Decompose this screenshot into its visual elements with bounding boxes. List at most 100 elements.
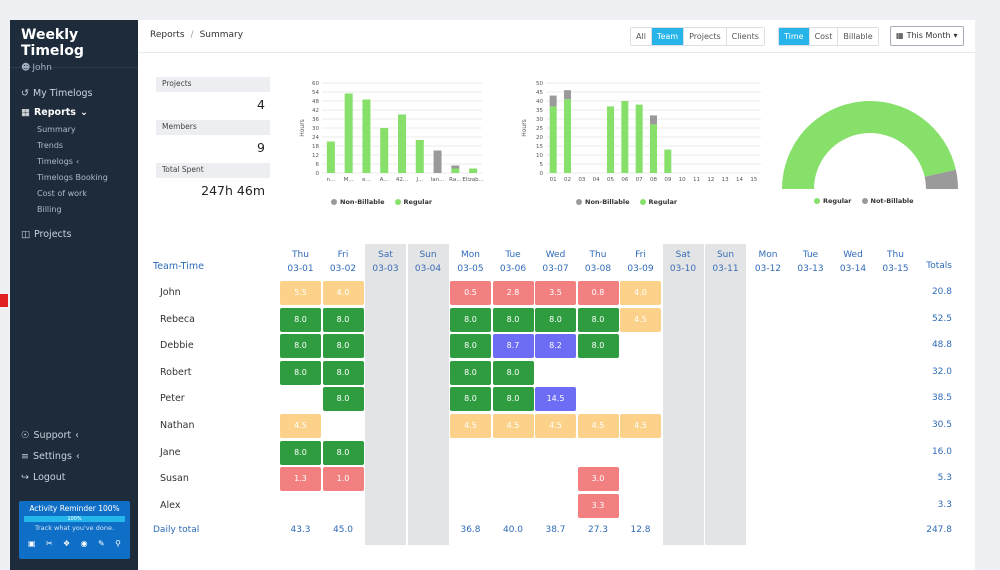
legend-regular[interactable]: Regular bbox=[394, 198, 433, 206]
nav-sub-cost-of-work[interactable]: Cost of work bbox=[10, 186, 138, 202]
day-date: 03-01 bbox=[287, 264, 314, 274]
time-cell[interactable]: 8.2 bbox=[535, 334, 576, 359]
time-cell[interactable]: 8.0 bbox=[450, 307, 491, 332]
scope-projects-button[interactable]: Projects bbox=[684, 28, 727, 45]
nav-sub-trends[interactable]: Trends bbox=[10, 138, 138, 154]
time-cell[interactable]: 4.5 bbox=[280, 414, 321, 438]
time-cell[interactable]: 0.8 bbox=[577, 281, 619, 305]
time-cell[interactable]: 14.5 bbox=[535, 387, 576, 412]
time-cell[interactable]: 8.0 bbox=[280, 307, 321, 332]
nav-item-support[interactable]: ☉ Support ‹ bbox=[10, 425, 138, 446]
tag-icon[interactable]: ❖ bbox=[63, 539, 71, 548]
legend-regular[interactable]: Regular bbox=[814, 197, 852, 205]
time-cell[interactable]: 4.5 bbox=[577, 414, 619, 438]
monitor-icon[interactable]: ▣ bbox=[28, 539, 36, 548]
time-cell[interactable]: 1.0 bbox=[322, 467, 364, 492]
time-cell[interactable]: 8.0 bbox=[322, 440, 364, 465]
time-cell[interactable]: 3.0 bbox=[577, 467, 619, 492]
x-tick-label: M... bbox=[344, 177, 354, 183]
y-tick-label: 50 bbox=[536, 81, 543, 87]
x-tick-label: lan... bbox=[431, 177, 445, 183]
time-cell[interactable]: 8.0 bbox=[450, 360, 491, 385]
scope-team-button[interactable]: Team bbox=[651, 28, 685, 45]
time-cell[interactable]: 8.0 bbox=[492, 360, 534, 385]
time-cell[interactable]: 4.5 bbox=[535, 414, 576, 438]
row-total: 32.0 bbox=[931, 366, 952, 377]
daily-total: 45.0 bbox=[332, 525, 354, 536]
member-name: Rebeca bbox=[160, 313, 195, 325]
time-cell[interactable]: 8.0 bbox=[280, 360, 321, 385]
nav-sub-billing[interactable]: Billing bbox=[10, 202, 138, 218]
time-cell[interactable]: 8.0 bbox=[535, 307, 576, 332]
member-name: Susan bbox=[160, 473, 189, 485]
y-tick-label: 45 bbox=[536, 90, 543, 96]
nav-item-reports[interactable]: ▦ Reports ⌄ bbox=[10, 103, 138, 122]
nav-sub-timelogs[interactable]: Timelogs ‹ bbox=[10, 154, 138, 170]
time-cell[interactable]: 8.0 bbox=[322, 307, 364, 332]
metric-billable-button[interactable]: Billable bbox=[838, 28, 878, 45]
time-cell[interactable]: 4.5 bbox=[620, 414, 661, 438]
time-cell[interactable]: 8.0 bbox=[492, 387, 534, 412]
summary-stats: Projects 4 Members 9 Total Spent 247h 46… bbox=[156, 77, 270, 206]
y-tick-label: 30 bbox=[536, 117, 543, 123]
time-cell[interactable]: 8.0 bbox=[577, 307, 619, 332]
time-cell[interactable]: 5.5 bbox=[280, 281, 321, 305]
time-cell[interactable]: 8.0 bbox=[322, 360, 364, 385]
nav-sub-timelogs-booking[interactable]: Timelogs Booking bbox=[10, 170, 138, 186]
legend-label: Regular bbox=[403, 198, 433, 206]
day-column-header: Sat 03-10 bbox=[662, 244, 704, 280]
feedback-tab[interactable] bbox=[0, 294, 8, 307]
nav-item-label: My Timelogs bbox=[32, 88, 93, 99]
nav-item-projects[interactable]: ◫ Projects bbox=[10, 225, 138, 244]
scissors-icon[interactable]: ✂ bbox=[45, 539, 53, 548]
stop-icon[interactable]: ◉ bbox=[80, 539, 88, 548]
legend-regular[interactable]: Regular bbox=[639, 198, 677, 206]
date-range-select[interactable]: ▦ This Month ▾ bbox=[890, 26, 964, 46]
breadcrumb-reports[interactable]: Reports bbox=[150, 30, 185, 40]
time-cell[interactable]: 8.0 bbox=[322, 387, 364, 412]
time-cell[interactable]: 4.5 bbox=[620, 307, 661, 332]
x-tick-label: 42... bbox=[396, 177, 408, 183]
day-date: 03-12 bbox=[754, 264, 782, 274]
time-cell[interactable]: 2.8 bbox=[492, 281, 534, 305]
day-of-week: Tue bbox=[802, 250, 819, 260]
user-label[interactable]: ☻ John bbox=[21, 63, 138, 73]
day-date: 03-03 bbox=[372, 264, 399, 274]
nav-item-label: Logout bbox=[32, 472, 66, 483]
time-cell[interactable]: 8.0 bbox=[492, 307, 534, 332]
time-cell[interactable]: 0.5 bbox=[450, 281, 491, 305]
legend-non-billable[interactable]: Non-Billable bbox=[576, 198, 630, 206]
nav-item-logout[interactable]: ↪ Logout bbox=[10, 467, 138, 488]
nav-item-my-timelogs[interactable]: ↺ My Timelogs bbox=[10, 84, 138, 103]
y-tick-label: 6 bbox=[316, 162, 320, 168]
time-cell[interactable]: 3.3 bbox=[577, 493, 619, 518]
time-cell[interactable]: 8.0 bbox=[450, 334, 491, 359]
calendar-icon: ▦ bbox=[896, 31, 904, 40]
pencil-icon[interactable]: ✎ bbox=[97, 539, 105, 548]
time-cell[interactable]: 8.0 bbox=[322, 334, 364, 359]
day-date: 03-07 bbox=[542, 264, 569, 274]
pin-icon[interactable]: ⚲ bbox=[115, 539, 121, 548]
time-cell[interactable]: 4.0 bbox=[620, 281, 661, 305]
legend-not-billable[interactable]: Not-Billable bbox=[861, 197, 914, 205]
time-cell[interactable]: 8.0 bbox=[450, 387, 491, 412]
bar-regular bbox=[415, 140, 424, 173]
scope-all-button[interactable]: All bbox=[631, 28, 652, 45]
nav-sub-summary[interactable]: Summary bbox=[10, 122, 138, 138]
time-cell[interactable]: 4.0 bbox=[322, 281, 364, 305]
scope-clients-button[interactable]: Clients bbox=[726, 28, 764, 45]
row-total: 38.5 bbox=[931, 393, 952, 404]
metric-time-button[interactable]: Time bbox=[779, 28, 810, 45]
time-cell[interactable]: 8.0 bbox=[280, 334, 321, 359]
time-cell[interactable]: 4.5 bbox=[492, 414, 534, 438]
nav-item-settings[interactable]: ≡ Settings ‹ bbox=[10, 446, 138, 467]
metric-cost-button[interactable]: Cost bbox=[809, 28, 839, 45]
time-cell[interactable]: 8.0 bbox=[280, 440, 321, 465]
time-cell[interactable]: 8.7 bbox=[492, 334, 534, 359]
legend-non-billable[interactable]: Non-Billable bbox=[331, 198, 385, 206]
time-cell[interactable]: 3.5 bbox=[535, 281, 576, 305]
time-cell[interactable]: 1.3 bbox=[280, 467, 321, 492]
time-cell[interactable]: 4.5 bbox=[450, 414, 491, 438]
activity-reminder[interactable]: Activity Reminder 100% 100% Track what y… bbox=[19, 501, 130, 559]
time-cell[interactable]: 8.0 bbox=[577, 334, 619, 359]
